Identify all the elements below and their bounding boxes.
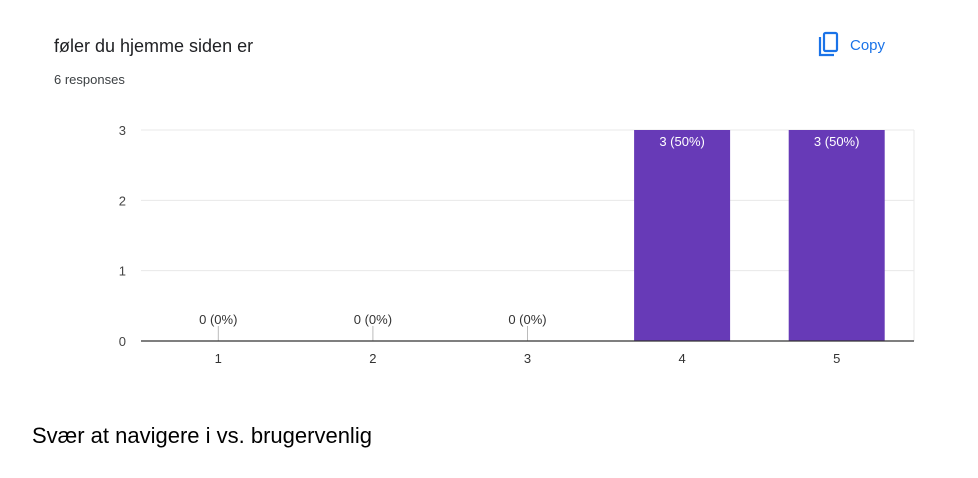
- y-tick-label: 1: [119, 264, 126, 279]
- y-tick-label: 2: [119, 193, 126, 208]
- data-label: 0 (0%): [199, 312, 237, 327]
- x-tick-label: 2: [369, 351, 376, 366]
- response-count: 6 responses: [54, 72, 125, 87]
- bar-chart: 0 1 2 3 0 (0%) 1 0 (0%) 2 0 (0%) 3 3 (50%) 4 3 (50%)…: [119, 123, 915, 366]
- copy-button[interactable]: Copy: [816, 30, 885, 60]
- y-tick-label: 0: [119, 334, 126, 349]
- x-tick-label: 4: [678, 351, 685, 366]
- data-label: 0 (0%): [354, 312, 392, 327]
- x-tick-label: 3: [524, 351, 531, 366]
- x-tick-label: 5: [833, 351, 840, 366]
- question-title: føler du hjemme siden er: [54, 36, 254, 56]
- bar: [788, 130, 885, 341]
- copy-icon: [816, 31, 840, 59]
- next-question-title: Svær at navigere i vs. brugervenlig: [32, 423, 372, 448]
- x-tick-label: 1: [215, 351, 222, 366]
- y-tick-label: 3: [119, 123, 126, 138]
- copy-label: Copy: [850, 36, 886, 54]
- data-label: 3 (50%): [814, 134, 860, 149]
- data-label: 3 (50%): [659, 134, 705, 149]
- bar: [634, 130, 731, 341]
- data-label: 0 (0%): [508, 312, 546, 327]
